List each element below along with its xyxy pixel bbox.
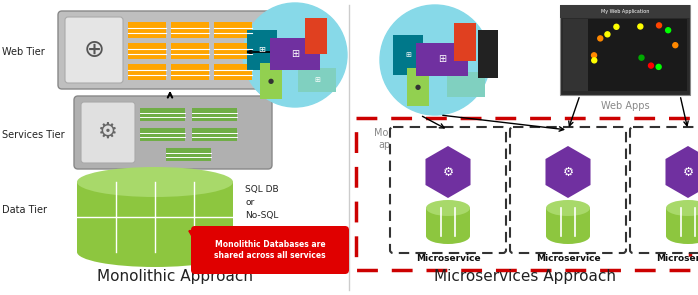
- Text: Microservice: Microservice: [416, 254, 480, 263]
- Circle shape: [591, 53, 597, 58]
- Text: ⊞: ⊞: [405, 52, 411, 58]
- Bar: [447, 72, 485, 97]
- Ellipse shape: [77, 167, 233, 197]
- Polygon shape: [426, 146, 470, 198]
- Bar: [128, 43, 166, 59]
- Text: ⊞: ⊞: [314, 77, 320, 83]
- Text: ⚙: ⚙: [683, 165, 694, 178]
- Bar: [128, 22, 166, 38]
- Bar: [478, 30, 498, 78]
- Bar: [270, 38, 320, 70]
- Bar: [171, 22, 209, 38]
- Text: ⊕: ⊕: [84, 38, 105, 62]
- Bar: [192, 128, 237, 141]
- Ellipse shape: [426, 228, 470, 244]
- Text: ⚙: ⚙: [443, 165, 454, 178]
- Circle shape: [638, 24, 643, 29]
- Text: Monolithic Databases are
shared across all services: Monolithic Databases are shared across a…: [214, 240, 326, 260]
- Text: ⊞: ⊞: [258, 45, 265, 55]
- Circle shape: [380, 5, 490, 115]
- Bar: [666, 208, 698, 236]
- Text: Monolithic Approach: Monolithic Approach: [97, 269, 253, 284]
- Ellipse shape: [666, 228, 698, 244]
- Ellipse shape: [426, 200, 470, 216]
- Text: My Web Application: My Web Application: [601, 9, 649, 14]
- Circle shape: [673, 43, 678, 48]
- Bar: [140, 128, 185, 141]
- Bar: [416, 43, 468, 76]
- Bar: [563, 19, 588, 91]
- Bar: [166, 148, 211, 161]
- FancyBboxPatch shape: [65, 17, 123, 83]
- Text: ●: ●: [415, 84, 421, 90]
- Bar: [214, 64, 252, 80]
- Polygon shape: [665, 146, 698, 198]
- Ellipse shape: [546, 228, 590, 244]
- FancyBboxPatch shape: [58, 11, 276, 89]
- Ellipse shape: [77, 237, 233, 267]
- Bar: [214, 22, 252, 38]
- FancyBboxPatch shape: [390, 127, 506, 253]
- Bar: [171, 64, 209, 80]
- Text: Mobile
apps: Mobile apps: [374, 128, 406, 150]
- Bar: [192, 108, 237, 121]
- Bar: [171, 43, 209, 59]
- Bar: [560, 5, 690, 95]
- Bar: [426, 208, 470, 236]
- Circle shape: [614, 24, 619, 29]
- Circle shape: [657, 23, 662, 28]
- FancyBboxPatch shape: [191, 226, 349, 274]
- Circle shape: [648, 63, 653, 68]
- Bar: [140, 108, 185, 121]
- Bar: [128, 64, 166, 80]
- Circle shape: [656, 64, 661, 69]
- Circle shape: [639, 55, 644, 60]
- Text: Microservice: Microservice: [655, 254, 698, 263]
- Text: SQL DB
or
No-SQL: SQL DB or No-SQL: [245, 185, 279, 220]
- Bar: [298, 68, 336, 92]
- Circle shape: [605, 32, 610, 37]
- Bar: [393, 35, 423, 75]
- Text: ●: ●: [268, 78, 274, 84]
- FancyBboxPatch shape: [510, 127, 626, 253]
- Text: Web Tier: Web Tier: [2, 47, 45, 57]
- Polygon shape: [545, 146, 591, 198]
- Text: Data Tier: Data Tier: [2, 205, 47, 215]
- Bar: [77, 182, 233, 252]
- Bar: [260, 63, 282, 99]
- Text: Web Apps: Web Apps: [601, 101, 649, 111]
- Circle shape: [243, 3, 347, 107]
- FancyBboxPatch shape: [630, 127, 698, 253]
- Bar: [454, 23, 476, 61]
- Circle shape: [666, 28, 671, 33]
- Circle shape: [578, 28, 583, 33]
- Text: ⊞: ⊞: [438, 54, 446, 64]
- Bar: [407, 68, 429, 106]
- Bar: [214, 43, 252, 59]
- Ellipse shape: [546, 200, 590, 216]
- Circle shape: [592, 58, 597, 63]
- Bar: [560, 5, 690, 18]
- Bar: [546, 208, 590, 236]
- Text: Microservice: Microservice: [535, 254, 600, 263]
- Text: ⊞: ⊞: [291, 49, 299, 59]
- Bar: [305, 18, 327, 54]
- Circle shape: [597, 36, 603, 41]
- Text: Microservices Approach: Microservices Approach: [434, 269, 616, 284]
- Text: ⚙: ⚙: [98, 122, 118, 142]
- Bar: [563, 19, 687, 91]
- Ellipse shape: [666, 200, 698, 216]
- Text: Services Tier: Services Tier: [2, 130, 65, 140]
- Bar: [247, 30, 277, 70]
- FancyBboxPatch shape: [74, 96, 272, 169]
- FancyBboxPatch shape: [81, 102, 135, 163]
- Text: ⚙: ⚙: [563, 165, 574, 178]
- Circle shape: [570, 35, 575, 40]
